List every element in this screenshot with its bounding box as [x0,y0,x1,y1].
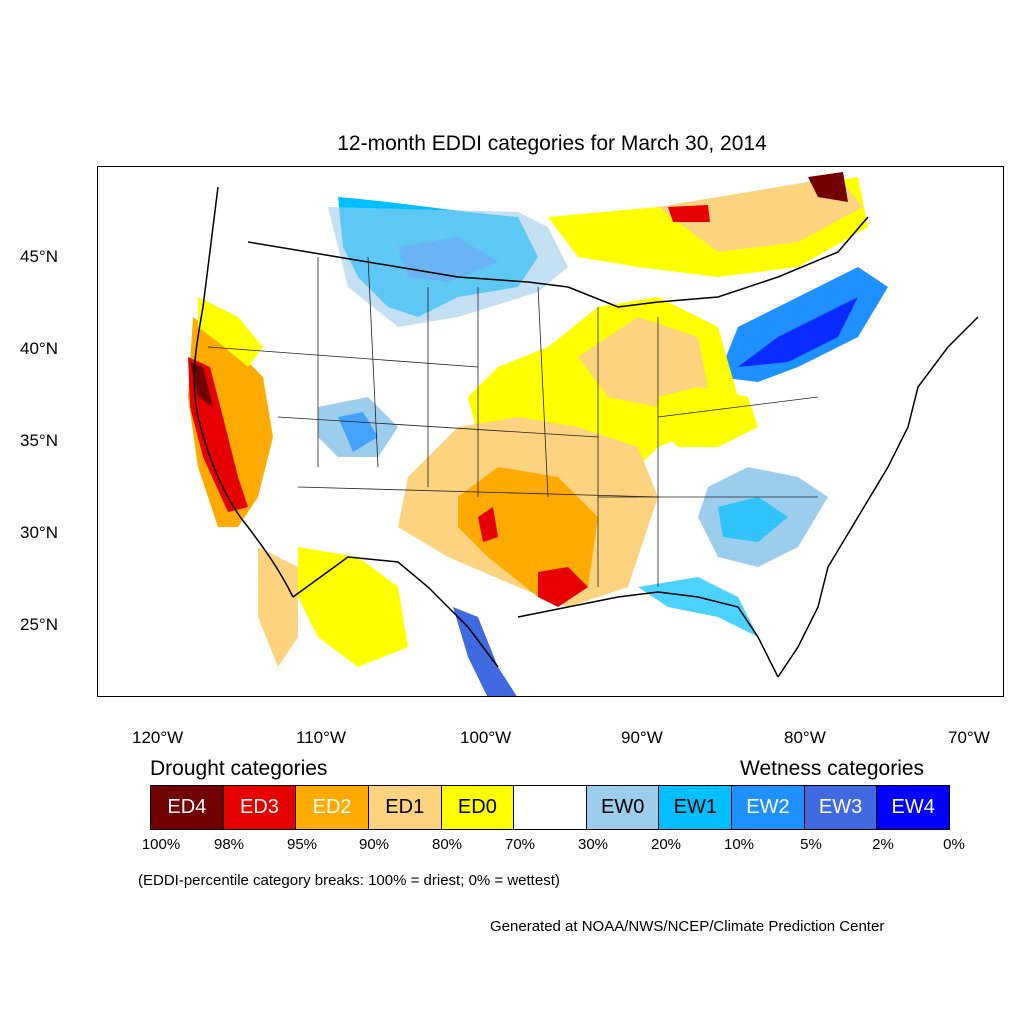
lat-label: 35°N [20,431,58,450]
lon-label: 120°W [132,728,184,747]
legend-cell-ed1: ED1 [368,786,442,829]
legend-cell-ed3: ED3 [223,786,297,829]
legend-cell-ew1: EW1 [659,786,733,829]
legend-cell-label: EW4 [891,796,935,818]
legend-cell-label: ED4 [167,796,207,818]
lon-label: 110°W [296,728,346,747]
legend-cell-ed2: ED2 [296,786,369,829]
break-label: 70% [504,836,536,853]
map-title: 12-month EDDI categories for March 30, 2… [337,132,767,155]
lat-label: 25°N [20,615,58,634]
lat-label: 30°N [20,523,58,542]
boundary-lines [193,186,979,678]
break-label: 98% [213,836,245,853]
lat-label: 45°N [20,247,58,266]
legend-cell-label: ED1 [385,796,425,818]
legend-cell-label: EW3 [818,796,863,818]
legend-cell-ed4: ED4 [151,786,224,829]
lon-label: 70°W [948,728,990,747]
legend-cell-ew4: EW4 [877,786,950,829]
legend-cell-label: ED0 [457,796,497,818]
break-label: 30% [577,836,609,853]
break-label: 95% [286,836,318,853]
break-label: 10% [723,836,755,853]
legend-cell-ew3: EW3 [804,786,878,829]
break-label: 80% [431,836,463,853]
legend-cell-ew0: EW0 [586,786,660,829]
legend-cell-label: EW2 [746,796,790,818]
break-label: 2% [872,836,894,853]
legend-cell-neutral [514,786,587,829]
break-label: 5% [800,836,822,853]
lon-label: 80°W [784,728,826,747]
legend-cell-label: ED2 [312,796,352,818]
legend-cell-ed0: ED0 [441,786,515,829]
drought-heading: Drought categories [150,757,328,780]
break-label: 0% [943,836,965,853]
lon-label: 90°W [621,728,663,747]
break-label: 90% [358,836,390,853]
legend-color-bar: ED4 ED3 ED2 ED1 ED0 EW0 EW1 EW2 EW3 EW4 [150,785,950,830]
category-fill-regions [188,172,888,696]
legend-cell-label: EW1 [673,796,717,818]
break-label: 100% [141,836,181,853]
lon-label: 100°W [460,728,512,747]
credit-line: Generated at NOAA/NWS/NCEP/Climate Predi… [490,918,885,935]
break-label: 20% [650,836,682,853]
legend-cell-label: ED3 [240,796,279,818]
breaks-note: (EDDI-percentile category breaks: 100% =… [138,872,560,889]
legend-cell-ew2: EW2 [732,786,805,829]
state-lines [207,256,819,587]
lat-label: 40°N [20,339,58,358]
wetness-heading: Wetness categories [740,757,925,780]
eddi-map [97,166,1004,697]
legend-cell-label: EW0 [600,796,645,818]
